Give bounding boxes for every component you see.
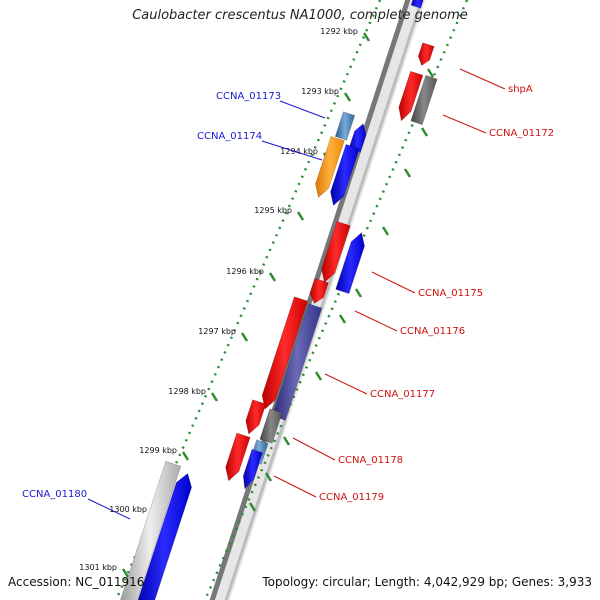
tick-mark [248, 502, 257, 512]
gene-ccna-01173-blue [348, 123, 367, 153]
topology-text: Topology: circular; Length: 4,042,929 bp… [262, 575, 592, 589]
gene-label-ccna-01173[interactable]: CCNA_01173 [216, 91, 281, 102]
tick-mark [264, 472, 273, 482]
tick-label: 1295 kbp [254, 206, 292, 215]
gene-shpa [417, 42, 435, 66]
gene-label-ccna-01179[interactable]: CCNA_01179 [319, 492, 384, 503]
accession-text: Accession: NC_011916 [8, 575, 145, 589]
gene-label-ccna-01176[interactable]: CCNA_01176 [400, 326, 465, 337]
label-leader-line [324, 373, 368, 395]
tick-label: 1294 kbp [280, 147, 318, 156]
tick-label: 1301 kbp [79, 563, 117, 572]
tick-mark [426, 68, 435, 78]
gene-label-ccna-01180[interactable]: CCNA_01180 [22, 489, 87, 500]
gene-ccna-01179-red [225, 432, 251, 482]
map-title: Caulobacter crescentus NA1000, complete … [132, 8, 468, 23]
label-leader-line [279, 100, 326, 119]
gene-ccna-01172 [410, 74, 438, 126]
tick-label: 1299 kbp [139, 446, 177, 455]
gene-label-ccna-01172[interactable]: CCNA_01172 [489, 128, 554, 139]
gene-ccna-01180-grey [120, 460, 182, 600]
gene-ccna-01174-orange [315, 136, 345, 198]
gene-label-ccna-01175[interactable]: CCNA_01175 [418, 288, 483, 299]
gene-ccna-01174 [330, 144, 360, 206]
gene-ccna-01179 [242, 448, 263, 490]
dotted-tracks [114, 0, 469, 600]
tick-mark [354, 288, 363, 298]
tick-label: 1293 kbp [301, 87, 339, 96]
gene-label-ccna-01177[interactable]: CCNA_01177 [370, 389, 435, 400]
tick-mark [314, 371, 323, 381]
label-leader-line [261, 140, 323, 161]
tick-mark [381, 226, 390, 236]
gene-fragment [410, 0, 424, 9]
tick-mark [296, 211, 305, 221]
gene-ccna-01173 [334, 111, 356, 141]
tick-mark [403, 168, 412, 178]
tick-mark [210, 392, 219, 402]
tick-mark [282, 436, 291, 446]
gene-ccna-01172-red [398, 70, 424, 122]
tick-mark [343, 92, 352, 102]
dotted-track [203, 0, 469, 600]
tick-label: 1298 kbp [168, 387, 206, 396]
gene-ccna-01175 [335, 232, 365, 294]
tick-mark [268, 272, 277, 282]
label-leader-line [371, 271, 416, 294]
gene-label-ccna-01174[interactable]: CCNA_01174 [197, 131, 262, 142]
tick-mark [362, 32, 371, 42]
label-leader-line [459, 68, 506, 90]
gene-label-shpa[interactable]: shpA [508, 84, 533, 95]
label-leader-line [442, 114, 487, 134]
label-leader-line [87, 498, 131, 520]
tick-mark [181, 451, 190, 461]
gene-ccna-01177 [271, 303, 323, 421]
gene-labels: CCNA_01173 CCNA_01174 CCNA_01180 shpA CCNA_0… [22, 68, 554, 520]
label-leader-line [292, 437, 336, 461]
tick-mark [420, 127, 429, 137]
gene-ccna-01176 [309, 278, 329, 304]
label-leader-line [354, 310, 398, 332]
tick-mark [338, 314, 347, 324]
tick-label: 1300 kbp [109, 505, 147, 514]
tick-label: 1292 kbp [320, 27, 358, 36]
tick-label: 1297 kbp [198, 327, 236, 336]
gene-features [120, 0, 438, 600]
tick-mark [240, 332, 249, 342]
tick-mark [121, 568, 130, 578]
gene-ccna-01178 [259, 408, 283, 444]
gene-label-ccna-01178[interactable]: CCNA_01178 [338, 455, 403, 466]
gene-ccna-01180 [137, 472, 192, 600]
gene-ccna-01177-red [261, 296, 308, 410]
position-ticks: 1292 kbp 1293 kbp 1294 kbp 1295 kbp 1296 kbp… [79, 27, 435, 578]
tick-label: 1296 kbp [226, 267, 264, 276]
gene-ccna-01178-red [245, 399, 267, 435]
label-leader-line [273, 475, 317, 498]
gene-ccna-01175-red [321, 221, 351, 283]
